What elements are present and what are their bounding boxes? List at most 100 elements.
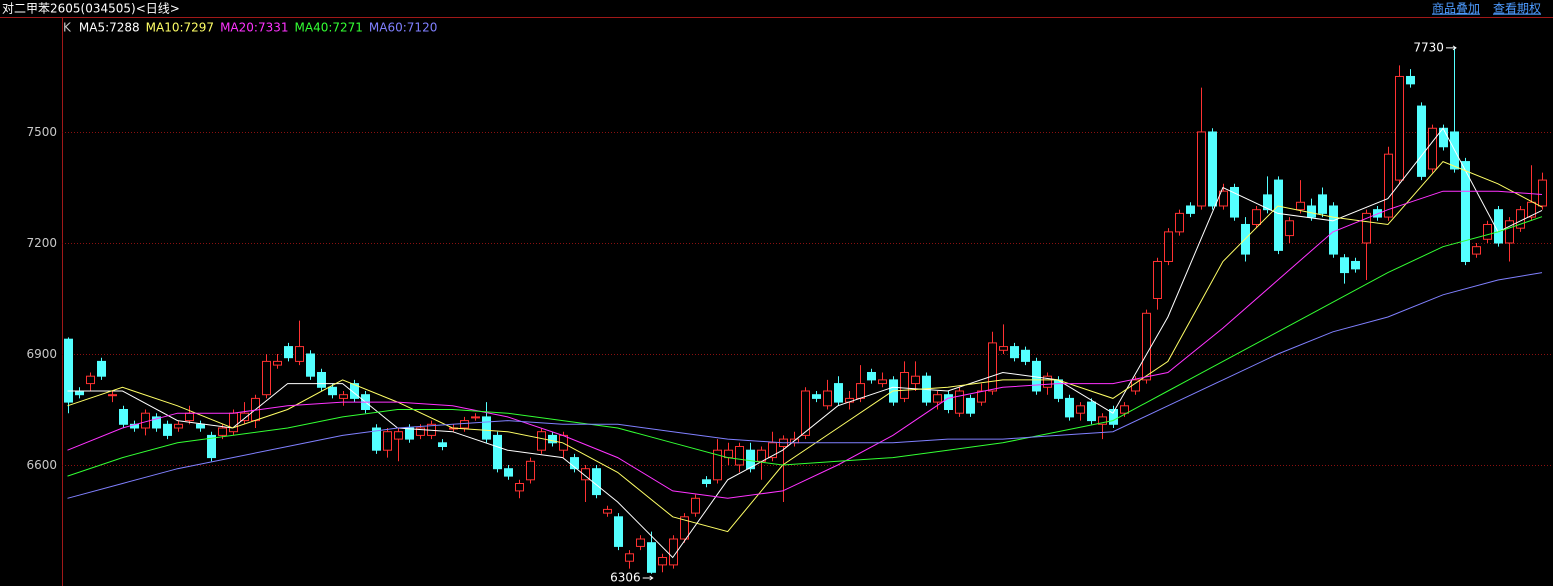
candle-body: [262, 360, 271, 396]
candle-body: [1021, 349, 1030, 362]
candle-body: [163, 423, 172, 436]
candle-body: [1461, 161, 1470, 262]
candle-body: [988, 342, 997, 392]
candle-body: [372, 427, 381, 451]
candle-body: [1285, 220, 1294, 237]
annotation-arrowhead: [649, 575, 654, 581]
ma-line: [67, 216, 1543, 477]
candle-body: [284, 346, 293, 359]
candle-body: [966, 397, 975, 414]
candle-body: [658, 557, 667, 566]
candle-body: [1307, 205, 1316, 218]
y-tick-label: 7200: [26, 236, 57, 250]
candle-body: [1197, 131, 1206, 207]
candle-body: [1351, 260, 1360, 270]
candle-body: [229, 412, 238, 433]
indicator-label: K: [63, 21, 72, 35]
candle-body: [350, 383, 359, 399]
candle-body: [515, 483, 524, 492]
candle-body: [394, 431, 403, 440]
candle-body: [724, 449, 733, 459]
candle-body: [174, 423, 183, 429]
candle-body: [1164, 231, 1173, 262]
candle-body: [1395, 75, 1404, 181]
candle-body: [614, 516, 623, 547]
candle-body: [1175, 212, 1184, 233]
annotation-arrowhead: [1452, 45, 1457, 51]
candle-body: [185, 412, 194, 422]
y-tick-label: 7500: [26, 125, 57, 139]
candle-body: [339, 394, 348, 399]
ma-line: [67, 190, 1543, 499]
candle-body: [1406, 75, 1415, 85]
candle-body: [1098, 416, 1107, 425]
candle-body: [493, 434, 502, 470]
candle-body: [152, 416, 161, 429]
candle-body: [570, 457, 579, 470]
ma-line: [67, 161, 1543, 533]
legend-entry: MA10:7297: [146, 21, 214, 35]
legend-entry: MA60:7120: [369, 21, 437, 35]
candle-body: [1142, 312, 1151, 381]
legend-entry: MA40:7271: [295, 21, 363, 35]
annotation-label: 6306: [610, 571, 641, 585]
candle-body: [416, 427, 425, 436]
legend-entry: MA20:7331: [220, 21, 288, 35]
candle-body: [856, 383, 865, 399]
candle-body: [75, 390, 84, 396]
candle-body: [306, 353, 315, 377]
candle-body: [603, 508, 612, 514]
candle-body: [1527, 201, 1536, 218]
ma-line: [67, 127, 1543, 559]
candle-body: [911, 375, 920, 385]
candle-body: [735, 445, 744, 466]
candle-body: [548, 434, 557, 444]
candle-body: [1043, 375, 1052, 388]
candle-body: [834, 383, 843, 403]
candle-body: [108, 394, 117, 397]
candle-body: [438, 442, 447, 447]
candle-body: [1318, 194, 1327, 214]
candle-body: [1208, 131, 1217, 207]
candle-body: [64, 338, 73, 403]
candle-body: [647, 542, 656, 573]
y-tick-label: 6600: [26, 458, 57, 472]
candle-body: [471, 416, 480, 419]
candle-body: [713, 449, 722, 481]
candle-body: [1494, 209, 1503, 244]
candle-body: [1054, 379, 1063, 399]
chart-title: 对二甲苯2605(034505)<日线>: [2, 2, 180, 16]
candle-body: [1076, 405, 1085, 414]
candle-body: [1428, 127, 1437, 170]
candle-body: [636, 538, 645, 547]
candle-body: [1153, 260, 1162, 299]
candle-body: [944, 394, 953, 410]
candle-body: [317, 371, 326, 388]
candle-body: [999, 346, 1008, 351]
candle-body: [746, 449, 755, 470]
candle-body: [625, 553, 634, 562]
candle-body: [669, 538, 678, 566]
candle-body: [823, 390, 832, 407]
candle-body: [526, 460, 535, 481]
candle-body: [1505, 220, 1514, 244]
candle-body: [977, 390, 986, 403]
options-link[interactable]: 查看期权: [1493, 2, 1541, 16]
ma-line: [67, 272, 1543, 499]
y-tick-label: 6900: [26, 347, 57, 361]
candle-body: [119, 408, 128, 425]
candle-body: [504, 468, 513, 477]
overlay-link[interactable]: 商品叠加: [1432, 1, 1480, 16]
candle-body: [273, 360, 282, 366]
candle-body: [1109, 408, 1118, 425]
candle-body: [702, 479, 711, 485]
candle-body: [1120, 405, 1129, 414]
candle-body: [537, 431, 546, 451]
candle-body: [1296, 201, 1305, 211]
candle-body: [933, 394, 942, 403]
candle-body: [86, 375, 95, 385]
candle-body: [1362, 212, 1371, 244]
